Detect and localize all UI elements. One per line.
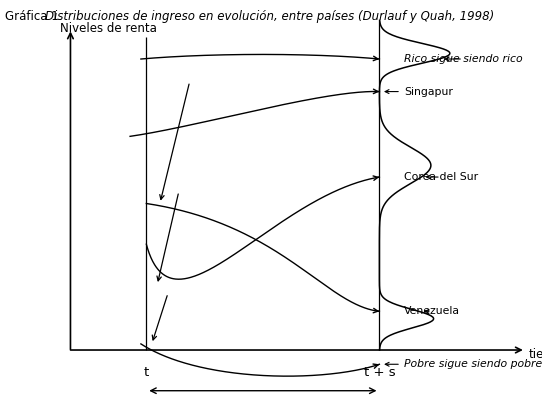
Text: Pobre sigue siendo pobre: Pobre sigue siendo pobre: [385, 359, 542, 369]
Text: tiempo: tiempo: [528, 348, 542, 361]
Text: t: t: [144, 366, 149, 379]
Text: Singapur: Singapur: [385, 87, 453, 96]
Text: Rico sigue siendo rico: Rico sigue siendo rico: [404, 54, 522, 64]
Text: Corea del Sur: Corea del Sur: [404, 172, 478, 182]
Text: Distribuciones de ingreso en evolución, entre países (Durlauf y Quah, 1998): Distribuciones de ingreso en evolución, …: [45, 10, 494, 23]
Text: Gráfica 1.: Gráfica 1.: [5, 10, 63, 23]
Text: Niveles de renta: Niveles de renta: [60, 22, 157, 35]
Text: t + s: t + s: [364, 366, 395, 379]
Text: Venezuela: Venezuela: [404, 306, 460, 316]
